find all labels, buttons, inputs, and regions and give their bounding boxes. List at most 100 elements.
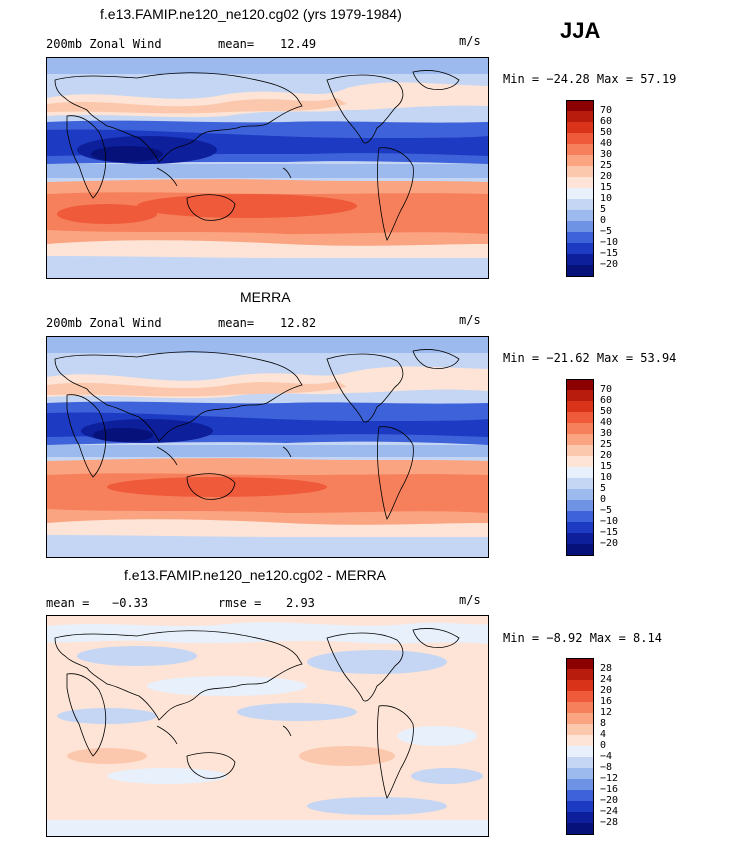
colorbar-label: 25 xyxy=(600,160,613,171)
colorbar-swatch xyxy=(566,412,594,424)
colorbar-swatch xyxy=(566,511,594,523)
colorbar-label: 0 xyxy=(600,494,607,505)
colorbar-label: 10 xyxy=(600,193,613,204)
colorbar-label: 60 xyxy=(600,116,613,127)
panel1-mean-label: mean= xyxy=(218,37,255,51)
panel2-minmax: Min = −21.62 Max = 53.94 xyxy=(503,351,677,365)
colorbar-label: 60 xyxy=(600,395,613,406)
colorbar-label: 20 xyxy=(600,685,613,696)
panel3-mean-value: −0.33 xyxy=(112,596,149,610)
colorbar-label: 10 xyxy=(600,472,613,483)
colorbar-label: −8 xyxy=(600,762,613,773)
colorbar-label: 50 xyxy=(600,406,613,417)
colorbar-swatch xyxy=(566,658,594,670)
panel2-field xyxy=(47,337,488,557)
colorbar-label: 0 xyxy=(600,740,607,751)
colorbar-label: −16 xyxy=(600,784,619,795)
colorbar-label: 12 xyxy=(600,707,613,718)
colorbar-swatch xyxy=(566,768,594,780)
panel2-colorbar: 70 60 50 40 30 25 20 15 10 5 0 −5 −10 −15 −20 xyxy=(566,379,646,556)
colorbar-swatch xyxy=(566,379,594,391)
panel1-colorbar: 70 60 50 40 30 25 20 15 10 5 0 −5 −10 −15 −20 xyxy=(566,100,646,277)
colorbar-swatch xyxy=(566,221,594,233)
panel3-minmax: Min = −8.92 Max = 8.14 xyxy=(503,631,662,645)
colorbar-swatch xyxy=(566,254,594,266)
panel3-field xyxy=(47,616,488,836)
panel1-title: f.e13.FAMIP.ne120_ne120.cg02 (yrs 1979-1… xyxy=(100,6,402,22)
colorbar-swatch xyxy=(566,456,594,468)
colorbar-swatch xyxy=(566,210,594,222)
colorbar-swatch xyxy=(566,812,594,824)
season-label: JJA xyxy=(560,18,601,43)
colorbar-label: 4 xyxy=(600,729,607,740)
colorbar-swatch xyxy=(566,533,594,545)
colorbar-label: −28 xyxy=(600,817,619,828)
colorbar-swatch xyxy=(566,500,594,512)
panel1-mean-value: 12.49 xyxy=(280,37,317,51)
colorbar-swatch xyxy=(566,100,594,112)
colorbar-swatch xyxy=(566,155,594,167)
panel3-map xyxy=(46,615,489,837)
colorbar-swatch xyxy=(566,445,594,457)
colorbar-swatch xyxy=(566,680,594,692)
colorbar-swatch xyxy=(566,544,594,556)
colorbar-label: 20 xyxy=(600,450,613,461)
colorbar-swatch xyxy=(566,467,594,479)
panel3-rmse-value: 2.93 xyxy=(286,596,315,610)
colorbar-swatch xyxy=(566,735,594,747)
panel3-title: f.e13.FAMIP.ne120_ne120.cg02 - MERRA xyxy=(124,567,387,583)
colorbar-swatch xyxy=(566,702,594,714)
colorbar-label: −10 xyxy=(600,237,619,248)
colorbar-swatch xyxy=(566,232,594,244)
panel2-title: MERRA xyxy=(240,289,291,305)
colorbar-label: 20 xyxy=(600,171,613,182)
colorbar-label: −15 xyxy=(600,248,619,259)
panel1-map xyxy=(46,57,489,279)
panel1-field xyxy=(47,58,488,278)
colorbar-swatch xyxy=(566,691,594,703)
colorbar-label: 30 xyxy=(600,149,613,160)
colorbar-label: 15 xyxy=(600,182,613,193)
colorbar-swatch xyxy=(566,434,594,446)
colorbar-label: 0 xyxy=(600,215,607,226)
colorbar-label: 24 xyxy=(600,674,613,685)
colorbar-label: −12 xyxy=(600,773,619,784)
colorbar-label: −4 xyxy=(600,751,613,762)
colorbar-label: 70 xyxy=(600,384,613,395)
colorbar-swatch xyxy=(566,111,594,123)
colorbar-swatch xyxy=(566,478,594,490)
panel2-mean-value: 12.82 xyxy=(280,316,317,330)
colorbar-swatch xyxy=(566,669,594,681)
colorbar-label: −20 xyxy=(600,538,619,549)
colorbar-swatch xyxy=(566,489,594,501)
panel2-map xyxy=(46,336,489,558)
colorbar-swatch xyxy=(566,188,594,200)
panel3-colorbar: 28 24 20 16 12 8 4 0 −4 −8 −12 −16 −20 −24 −28 xyxy=(566,658,646,835)
colorbar-label: 16 xyxy=(600,696,613,707)
colorbar-swatch xyxy=(566,199,594,211)
panel1-variable-label: 200mb Zonal Wind xyxy=(46,37,162,51)
colorbar-label: 28 xyxy=(600,663,613,674)
colorbar-label: −5 xyxy=(600,226,613,237)
colorbar-swatch xyxy=(566,265,594,277)
colorbar-swatch xyxy=(566,177,594,189)
colorbar-label: −24 xyxy=(600,806,619,817)
colorbar-swatch xyxy=(566,801,594,813)
panel2-variable-label: 200mb Zonal Wind xyxy=(46,316,162,330)
colorbar-label: −20 xyxy=(600,795,619,806)
colorbar-swatch xyxy=(566,779,594,791)
colorbar-label: 30 xyxy=(600,428,613,439)
colorbar-swatch xyxy=(566,423,594,435)
colorbar-label: −20 xyxy=(600,259,619,270)
panel1-units: m/s xyxy=(459,34,481,48)
colorbar-label: −5 xyxy=(600,505,613,516)
colorbar-label: 25 xyxy=(600,439,613,450)
colorbar-swatch xyxy=(566,166,594,178)
colorbar-label: 15 xyxy=(600,461,613,472)
colorbar-label: 40 xyxy=(600,417,613,428)
colorbar-label: 70 xyxy=(600,105,613,116)
colorbar-swatch xyxy=(566,401,594,413)
colorbar-swatch xyxy=(566,713,594,725)
colorbar-swatch xyxy=(566,746,594,758)
colorbar-label: 40 xyxy=(600,138,613,149)
